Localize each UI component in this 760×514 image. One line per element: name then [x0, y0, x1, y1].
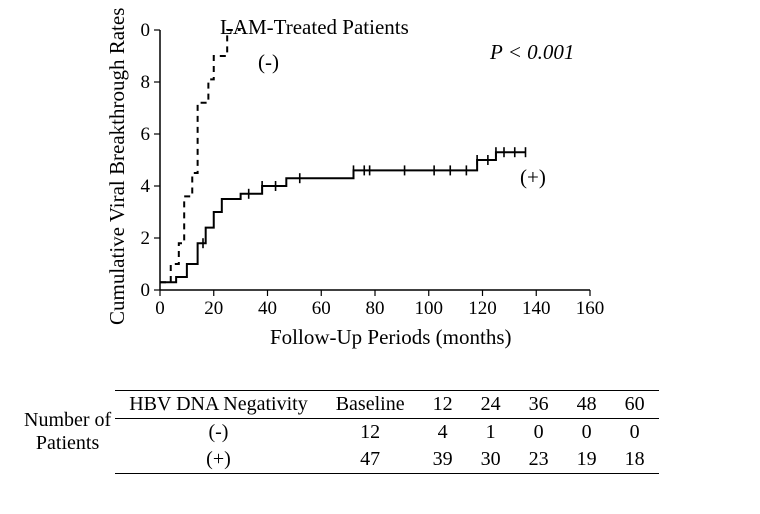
col-60: 60: [611, 391, 659, 419]
cell: 39: [419, 446, 467, 474]
svg-text:0.2: 0.2: [140, 228, 150, 249]
cell: 0: [563, 419, 611, 447]
row-group-label-line1: Number of: [24, 409, 111, 431]
patients-table-wrap: Number of Patients HBV DNA Negativity Ba…: [10, 390, 750, 474]
y-axis-label: Cumulative Viral Breakthrough Rates: [105, 8, 130, 325]
col-48: 48: [563, 391, 611, 419]
cell: 12: [322, 419, 419, 447]
svg-text:140: 140: [522, 298, 551, 319]
row-label-neg: (-): [115, 419, 322, 447]
cell: 47: [322, 446, 419, 474]
svg-text:0.6: 0.6: [140, 124, 150, 145]
cell: 0: [515, 419, 563, 447]
row-label-pos: (+): [115, 446, 322, 474]
p-value: P < 0.001: [490, 40, 574, 65]
cell: 23: [515, 446, 563, 474]
series-label-neg: (-): [258, 50, 279, 75]
row-group-label: Number of Patients: [10, 391, 115, 474]
svg-text:100: 100: [415, 298, 444, 319]
col-24: 24: [467, 391, 515, 419]
svg-text:0.8: 0.8: [140, 72, 150, 93]
patients-table: Number of Patients HBV DNA Negativity Ba…: [10, 390, 659, 474]
col-36: 36: [515, 391, 563, 419]
svg-text:60: 60: [312, 298, 331, 319]
chart-area: 02040608010012014016000.20.40.60.81.0 LA…: [140, 20, 640, 350]
x-axis-label: Follow-Up Periods (months): [270, 325, 512, 350]
svg-text:20: 20: [204, 298, 223, 319]
cell: 0: [611, 419, 659, 447]
chart-title: LAM-Treated Patients: [220, 15, 409, 40]
svg-text:80: 80: [366, 298, 385, 319]
series-label-pos: (+): [520, 165, 546, 190]
cell: 1: [467, 419, 515, 447]
svg-text:0.4: 0.4: [140, 176, 151, 197]
svg-text:160: 160: [576, 298, 605, 319]
cell: 4: [419, 419, 467, 447]
page-root: Cumulative Viral Breakthrough Rates 0 20 4…: [0, 0, 760, 514]
svg-text:1.0: 1.0: [140, 20, 150, 41]
table-header-label: HBV DNA Negativity: [115, 391, 322, 419]
svg-text:0: 0: [155, 298, 165, 319]
cell: 19: [563, 446, 611, 474]
svg-text:120: 120: [468, 298, 497, 319]
col-baseline: Baseline: [322, 391, 419, 419]
col-12: 12: [419, 391, 467, 419]
cell: 30: [467, 446, 515, 474]
row-group-label-line2: Patients: [36, 432, 99, 454]
survival-chart: 0 20 40 60 80 100 120 140 160 0 0.2 0.4 0.6 0.8 1.0: [140, 20, 640, 350]
svg-text:40: 40: [258, 298, 277, 319]
cell: 18: [611, 446, 659, 474]
svg-text:0: 0: [141, 280, 151, 301]
